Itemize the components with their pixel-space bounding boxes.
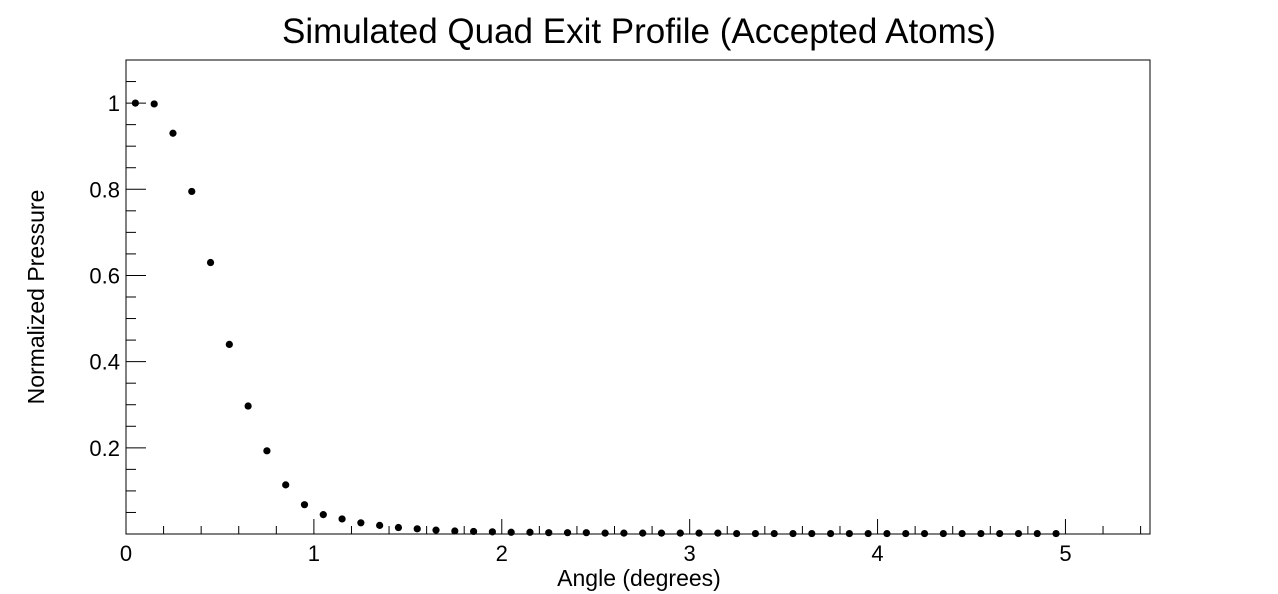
data-point bbox=[131, 99, 139, 107]
x-tick-label: 4 bbox=[871, 541, 883, 566]
data-point bbox=[883, 529, 891, 538]
y-tick-label: 0.2 bbox=[89, 436, 120, 461]
data-point bbox=[244, 402, 252, 410]
data-point bbox=[225, 340, 233, 348]
data-point bbox=[601, 529, 609, 537]
data-point bbox=[376, 521, 384, 529]
data-point bbox=[714, 529, 722, 537]
data-point bbox=[150, 100, 158, 108]
data-point bbox=[488, 528, 496, 536]
data-point bbox=[188, 187, 196, 196]
data-point bbox=[657, 529, 666, 537]
data-point bbox=[695, 529, 703, 537]
data-point bbox=[469, 527, 478, 536]
data-point bbox=[920, 529, 929, 538]
data-point bbox=[526, 528, 534, 536]
data-point bbox=[263, 447, 271, 455]
y-tick-label: 0.6 bbox=[89, 263, 120, 288]
data-point bbox=[206, 258, 215, 267]
y-tick-label: 1 bbox=[108, 91, 120, 116]
data-point bbox=[845, 529, 853, 538]
data-point bbox=[432, 526, 440, 534]
data-point bbox=[169, 129, 177, 137]
chart-title: Simulated Quad Exit Profile (Accepted At… bbox=[282, 12, 996, 51]
data-point bbox=[808, 529, 816, 538]
data-point bbox=[789, 529, 797, 538]
data-point bbox=[977, 529, 985, 538]
data-point bbox=[939, 529, 947, 538]
x-tick-label: 3 bbox=[684, 541, 696, 566]
y-axis-label: Normalized Pressure bbox=[23, 190, 49, 405]
data-point bbox=[1052, 529, 1060, 538]
data-point bbox=[1014, 529, 1023, 538]
data-points bbox=[131, 99, 1060, 538]
data-point bbox=[394, 523, 403, 532]
data-point bbox=[413, 525, 421, 533]
data-point bbox=[545, 529, 553, 537]
data-point bbox=[639, 529, 647, 537]
x-tick-label: 0 bbox=[120, 541, 132, 566]
data-point bbox=[357, 519, 365, 527]
data-point bbox=[507, 528, 515, 536]
data-point bbox=[582, 529, 590, 537]
data-point bbox=[451, 527, 459, 535]
x-tick-label: 2 bbox=[496, 541, 508, 566]
x-axis-label: Angle (degrees) bbox=[557, 565, 721, 591]
data-point bbox=[1033, 529, 1041, 538]
x-tick-label: 5 bbox=[1059, 541, 1071, 566]
data-point bbox=[864, 529, 872, 538]
data-point bbox=[563, 529, 572, 537]
data-point bbox=[733, 529, 741, 538]
data-point bbox=[676, 529, 684, 537]
data-point bbox=[902, 529, 910, 538]
y-tick-label: 0.8 bbox=[89, 177, 120, 202]
x-tick-label: 1 bbox=[308, 541, 320, 566]
plot-frame bbox=[125, 59, 1151, 535]
data-point bbox=[996, 529, 1004, 538]
data-point bbox=[338, 515, 346, 523]
data-point bbox=[620, 529, 628, 537]
data-point bbox=[958, 529, 966, 538]
data-point bbox=[282, 481, 290, 489]
x-axis: 0 1 2 3 4 5 bbox=[120, 519, 1142, 566]
data-point bbox=[300, 501, 309, 509]
data-point bbox=[751, 529, 760, 538]
data-point bbox=[319, 511, 327, 519]
y-axis: 0.2 0.4 0.6 0.8 1 bbox=[89, 81, 146, 513]
data-point bbox=[826, 529, 835, 538]
y-tick-label: 0.4 bbox=[89, 350, 120, 375]
data-point bbox=[770, 529, 778, 538]
